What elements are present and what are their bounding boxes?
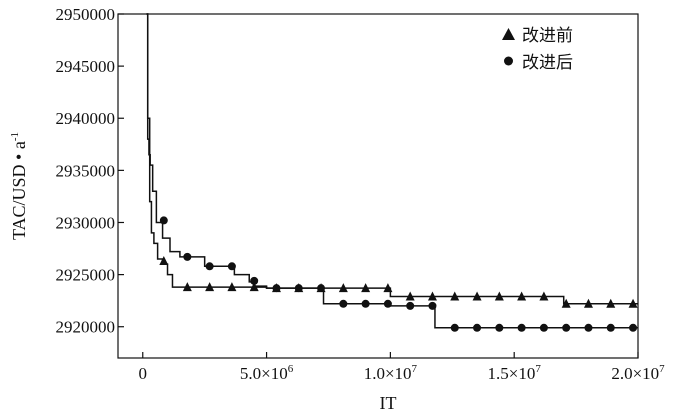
series-0-marker-15 <box>494 291 504 301</box>
series-1-marker-2 <box>205 262 214 271</box>
series-0-marker-19 <box>583 298 593 308</box>
series-0-marker-16 <box>517 291 527 301</box>
series-1-marker-14 <box>473 323 482 332</box>
y-tick-label-4: 2940000 <box>56 109 116 128</box>
y-tick-label-3: 2935000 <box>56 161 116 180</box>
series-1-marker-7 <box>317 284 326 293</box>
series-0-marker-18 <box>561 298 571 308</box>
y-tick-label-6: 2950000 <box>56 5 116 24</box>
x-tick-label-exponent-4: 7 <box>659 363 665 375</box>
x-tick-label-2: 1.0×107 <box>364 363 418 383</box>
y-axis-title: TAC/USD • a-1 <box>9 132 29 240</box>
series-1-marker-11 <box>406 301 415 310</box>
x-tick-label-1: 5.0×106 <box>240 363 294 383</box>
series-0-marker-21 <box>628 298 638 308</box>
y-tick-label-0: 2920000 <box>56 318 116 337</box>
series-1-marker-5 <box>272 284 281 293</box>
y-axis-title-exponent: -1 <box>9 132 21 141</box>
series-0-marker-14 <box>472 291 482 301</box>
x-tick-label-base-0: 0 <box>139 364 148 383</box>
series-0-marker-17 <box>539 291 549 301</box>
series-1-marker-16 <box>517 323 526 332</box>
series-1-marker-15 <box>495 323 504 332</box>
y-tick-label-5: 2945000 <box>56 57 116 76</box>
legend-label-after: 改进后 <box>522 53 573 73</box>
x-tick-label-base-1: 5.0×10 <box>240 364 288 383</box>
series-1-marker-4 <box>250 276 259 285</box>
x-axis-title: IT <box>380 393 397 413</box>
series-1-marker-20 <box>606 323 615 332</box>
series-1-marker-19 <box>584 323 593 332</box>
series-1-marker-21 <box>629 323 638 332</box>
series-1-marker-6 <box>294 284 303 293</box>
series-1-marker-17 <box>539 323 548 332</box>
series-1-marker-0 <box>159 216 168 225</box>
series-0-marker-10 <box>383 283 393 293</box>
x-tick-label-3: 1.5×107 <box>488 363 542 383</box>
series-0-marker-11 <box>405 291 415 301</box>
legend-triangle-marker <box>502 28 515 40</box>
series-1-marker-9 <box>361 299 370 308</box>
series-line-1 <box>146 13 638 329</box>
series-0-marker-13 <box>450 291 460 301</box>
series-1-marker-12 <box>428 301 437 310</box>
plot-frame <box>117 13 639 359</box>
series-1-marker-8 <box>339 299 348 308</box>
x-tick-label-exponent-1: 6 <box>288 363 294 375</box>
x-tick-label-base-3: 1.5×10 <box>488 364 536 383</box>
series-0-marker-1 <box>182 282 192 292</box>
legend-label-before: 改进前 <box>522 26 573 46</box>
x-tick-label-base-4: 2.0×10 <box>611 364 659 383</box>
y-axis-title-text: TAC/USD • a <box>9 141 29 240</box>
series-0-marker-3 <box>227 282 237 292</box>
series-0-marker-2 <box>205 282 215 292</box>
series-1-marker-3 <box>227 262 236 271</box>
x-tick-label-4: 2.0×107 <box>611 363 665 383</box>
x-tick-label-exponent-3: 7 <box>535 363 541 375</box>
x-tick-label-base-2: 1.0×10 <box>364 364 412 383</box>
series-layer <box>146 13 638 332</box>
series-0-marker-12 <box>427 291 437 301</box>
y-tick-label-2: 2930000 <box>56 213 116 232</box>
series-0-marker-0 <box>159 256 169 266</box>
legend-circle-marker <box>504 56 513 66</box>
series-0-marker-8 <box>338 283 348 293</box>
series-1-marker-1 <box>183 252 192 261</box>
legend: 改进前 改进后 <box>502 26 573 73</box>
series-1-marker-18 <box>562 323 571 332</box>
tick-labels: 2920000 2925000 2930000 2935000 2940000 29450… <box>56 5 666 383</box>
series-1-marker-13 <box>450 323 459 332</box>
series-0-marker-9 <box>361 283 371 293</box>
x-tick-label-exponent-2: 7 <box>412 363 418 375</box>
y-tick-label-1: 2925000 <box>56 266 116 285</box>
x-tick-label-0: 0 <box>139 364 148 383</box>
series-1-marker-10 <box>383 299 392 308</box>
series-0-marker-20 <box>606 298 616 308</box>
